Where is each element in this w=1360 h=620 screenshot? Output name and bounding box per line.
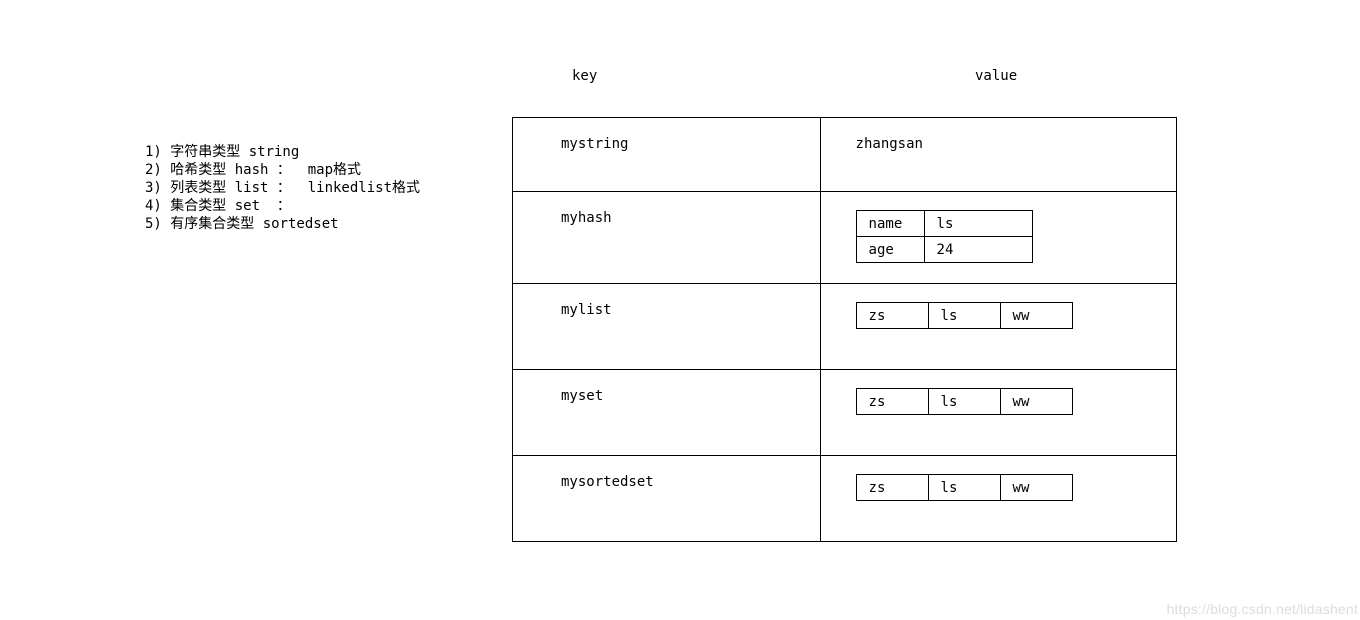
set-item: ww xyxy=(1000,389,1072,415)
watermark: https://blog.csdn.net/lidashent xyxy=(1167,601,1358,617)
value-cell: zs ls ww xyxy=(820,456,1176,542)
key-cell: mysortedset xyxy=(513,456,821,542)
value-cell: zs ls ww xyxy=(820,370,1176,456)
list-item: zs xyxy=(856,303,928,329)
type-list-item: 3) 列表类型 list ： linkedlist格式 xyxy=(145,179,420,197)
sortedset-subtable: zs ls ww xyxy=(856,474,1073,501)
hash-key: name xyxy=(856,211,924,237)
hash-subtable: name ls age 24 xyxy=(856,210,1033,263)
datatype-table: mystring zhangsan myhash name ls age 24 … xyxy=(512,117,1177,542)
hash-key: age xyxy=(856,237,924,263)
value-cell: name ls age 24 xyxy=(820,192,1176,284)
table-row: mystring zhangsan xyxy=(513,118,1177,192)
table-row: mysortedset zs ls ww xyxy=(513,456,1177,542)
sortedset-item: ww xyxy=(1000,475,1072,501)
value-cell: zs ls ww xyxy=(820,284,1176,370)
list-subtable: zs ls ww xyxy=(856,302,1073,329)
header-value: value xyxy=(975,68,1017,84)
key-cell: myhash xyxy=(513,192,821,284)
table-row: myset zs ls ww xyxy=(513,370,1177,456)
table-row: mylist zs ls ww xyxy=(513,284,1177,370)
list-item: ww xyxy=(1000,303,1072,329)
key-cell: mystring xyxy=(513,118,821,192)
type-list-item: 5) 有序集合类型 sortedset xyxy=(145,215,420,233)
hash-val: ls xyxy=(924,211,1032,237)
list-item: ls xyxy=(928,303,1000,329)
table-row: myhash name ls age 24 xyxy=(513,192,1177,284)
key-cell: mylist xyxy=(513,284,821,370)
type-list: 1) 字符串类型 string 2) 哈希类型 hash ： map格式 3) … xyxy=(145,143,420,233)
header-key: key xyxy=(572,68,597,84)
key-cell: myset xyxy=(513,370,821,456)
type-list-item: 2) 哈希类型 hash ： map格式 xyxy=(145,161,420,179)
value-cell: zhangsan xyxy=(820,118,1176,192)
hash-val: 24 xyxy=(924,237,1032,263)
set-subtable: zs ls ww xyxy=(856,388,1073,415)
type-list-item: 1) 字符串类型 string xyxy=(145,143,420,161)
sortedset-item: ls xyxy=(928,475,1000,501)
type-list-item: 4) 集合类型 set ： xyxy=(145,197,420,215)
set-item: ls xyxy=(928,389,1000,415)
sortedset-item: zs xyxy=(856,475,928,501)
set-item: zs xyxy=(856,389,928,415)
